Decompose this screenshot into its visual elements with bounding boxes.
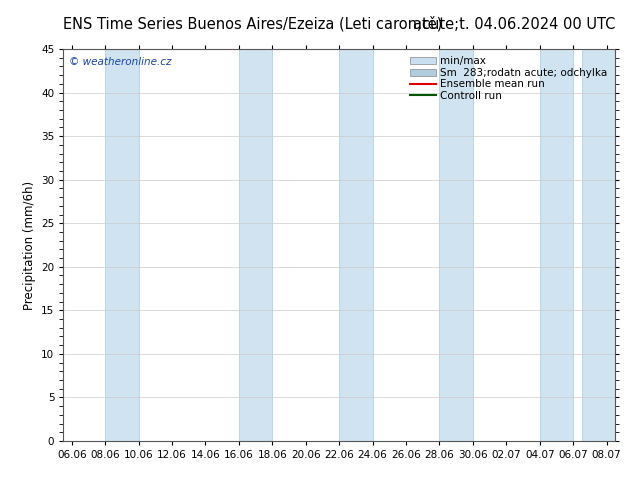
Legend: min/max, Sm  283;rodatn acute; odchylka, Ensemble mean run, Controll run: min/max, Sm 283;rodatn acute; odchylka, …	[408, 54, 610, 103]
Text: ENS Time Series Buenos Aires/Ezeiza (Leti caron;tě): ENS Time Series Buenos Aires/Ezeiza (Let…	[63, 16, 443, 32]
Bar	[581, 49, 615, 441]
Y-axis label: Precipitation (mm/6h): Precipitation (mm/6h)	[23, 180, 36, 310]
Bar	[439, 49, 473, 441]
Text: acute;t. 04.06.2024 00 UTC: acute;t. 04.06.2024 00 UTC	[413, 17, 615, 32]
Bar	[105, 49, 139, 441]
Text: © weatheronline.cz: © weatheronline.cz	[69, 57, 171, 67]
Bar	[339, 49, 373, 441]
Bar	[540, 49, 573, 441]
Bar	[239, 49, 273, 441]
